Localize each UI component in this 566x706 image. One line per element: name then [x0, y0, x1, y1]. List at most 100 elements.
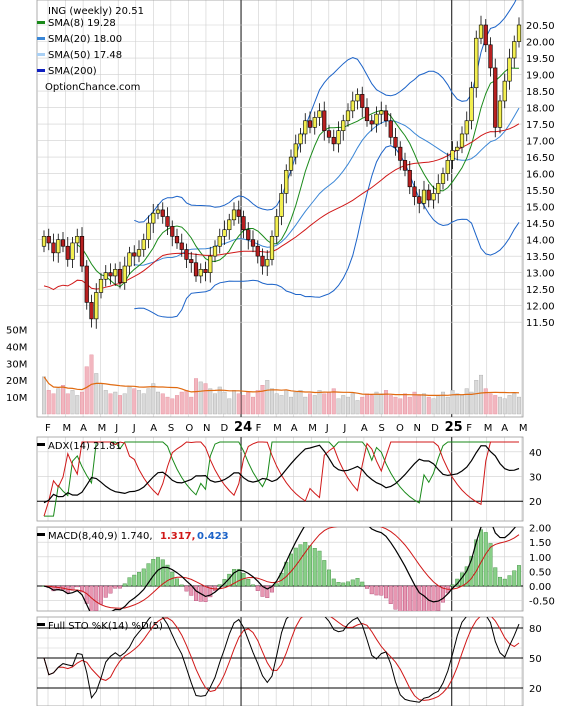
- macd-histogram-bar: [469, 555, 474, 587]
- date-tick-label: A: [361, 423, 368, 434]
- date-tick-label: N: [414, 423, 421, 434]
- volume-bar: [179, 391, 184, 415]
- adx-tick-label: 30: [529, 473, 542, 484]
- volume-bar: [136, 390, 141, 415]
- candle-body: [122, 265, 127, 283]
- sma200-swatch: [37, 69, 45, 72]
- volume-bar: [279, 395, 284, 415]
- sma50-swatch: [37, 53, 45, 56]
- candle-body: [379, 110, 384, 115]
- volume-bar: [460, 395, 465, 415]
- macd-histogram-bar: [464, 566, 469, 587]
- volume-bar: [151, 383, 156, 415]
- volume-bar: [483, 388, 488, 415]
- macd-histogram-bar: [379, 585, 384, 596]
- macd-histogram-bar: [369, 585, 374, 595]
- volume-bar: [84, 366, 89, 415]
- macd-histogram-bar: [517, 565, 522, 587]
- volume-bar: [132, 388, 137, 415]
- volume-bar: [507, 395, 512, 415]
- volume-bar: [98, 383, 103, 415]
- macd-histogram-bar: [346, 581, 351, 587]
- macd-histogram-bar: [293, 547, 298, 587]
- volume-bar: [208, 388, 213, 415]
- date-tick-label: M: [63, 423, 72, 434]
- candle-body: [46, 236, 51, 244]
- candle-body: [307, 120, 313, 128]
- volume-bar: [51, 393, 56, 415]
- price-legend: ING (weekly) 20.51 SMA(8) 19.28 SMA(20) …: [37, 6, 144, 93]
- macd-histogram-bar: [412, 585, 417, 611]
- volume-bar: [265, 380, 270, 415]
- candle-body: [459, 133, 465, 148]
- candle-body: [146, 222, 151, 240]
- macd-histogram-bar: [160, 559, 165, 587]
- volume-bar: [165, 396, 170, 415]
- macd-histogram-bar: [274, 583, 279, 587]
- volume-bar: [231, 390, 236, 415]
- volume-bar: [336, 398, 341, 415]
- volume-bar: [65, 393, 70, 415]
- macd-histogram-bar: [483, 532, 488, 587]
- price-tick-label: 19.00: [526, 71, 555, 82]
- candle-body: [412, 186, 417, 198]
- candle-body: [464, 120, 469, 135]
- adx-plus-di-line: [44, 441, 519, 517]
- chart-title: ING (weekly) 20.51: [48, 6, 144, 17]
- volume-bar: [422, 393, 427, 415]
- volume-bar: [298, 390, 303, 415]
- date-tick-label: M: [98, 423, 107, 434]
- macd-histogram-bar: [94, 585, 99, 611]
- macd-histogram-bar: [450, 584, 455, 587]
- volume-bar: [455, 393, 460, 415]
- volume-bar: [308, 393, 313, 415]
- candle-body: [326, 130, 332, 138]
- volume-bar: [198, 381, 203, 415]
- candle-body: [98, 278, 104, 293]
- candle-body: [165, 216, 170, 227]
- macd-frame: [36, 526, 524, 612]
- bollinger-upper: [134, 0, 517, 223]
- candle-body: [417, 196, 422, 204]
- macd-histogram-bar: [98, 585, 103, 605]
- volume-bar: [388, 395, 393, 415]
- macd-histogram-bar: [117, 585, 122, 589]
- sto-swatch: [37, 623, 45, 626]
- candle-body: [388, 120, 393, 138]
- candle-body: [160, 209, 165, 217]
- macd-histogram-bar: [507, 575, 512, 587]
- volume-bar: [469, 391, 474, 415]
- candle-body: [193, 262, 199, 277]
- legend-sma200: SMA(200): [48, 66, 97, 77]
- candle-body: [478, 24, 484, 39]
- macd-histogram-bar: [341, 582, 346, 587]
- volume-bar: [322, 393, 327, 415]
- macd-histogram-bar: [217, 584, 222, 587]
- volume-bar: [512, 393, 517, 415]
- candle-body: [155, 209, 161, 214]
- candle-body: [255, 245, 260, 257]
- date-tick-label: F: [256, 423, 262, 434]
- candle-body: [407, 169, 412, 188]
- candle-body: [369, 120, 374, 125]
- volume-bar: [250, 396, 255, 415]
- volume-bar: [393, 396, 398, 415]
- macd-histogram-bar: [193, 585, 198, 601]
- candle-body: [440, 173, 446, 184]
- volume-bar: [203, 383, 208, 415]
- macd-line: [43, 527, 516, 611]
- candle-body: [179, 242, 184, 250]
- volume-bar: [255, 390, 260, 415]
- candle-body: [89, 302, 94, 320]
- volume-bar: [212, 393, 217, 415]
- price-tick-label: 20.50: [526, 21, 555, 32]
- volume-bar: [113, 391, 118, 415]
- volume-bar: [289, 396, 294, 415]
- candle-body: [56, 239, 61, 254]
- candle-body: [231, 209, 237, 221]
- volume-bar: [79, 391, 84, 415]
- price-tick-label: 13.50: [526, 252, 555, 263]
- price-tick-label: 14.00: [526, 236, 555, 247]
- candle-body: [355, 94, 360, 102]
